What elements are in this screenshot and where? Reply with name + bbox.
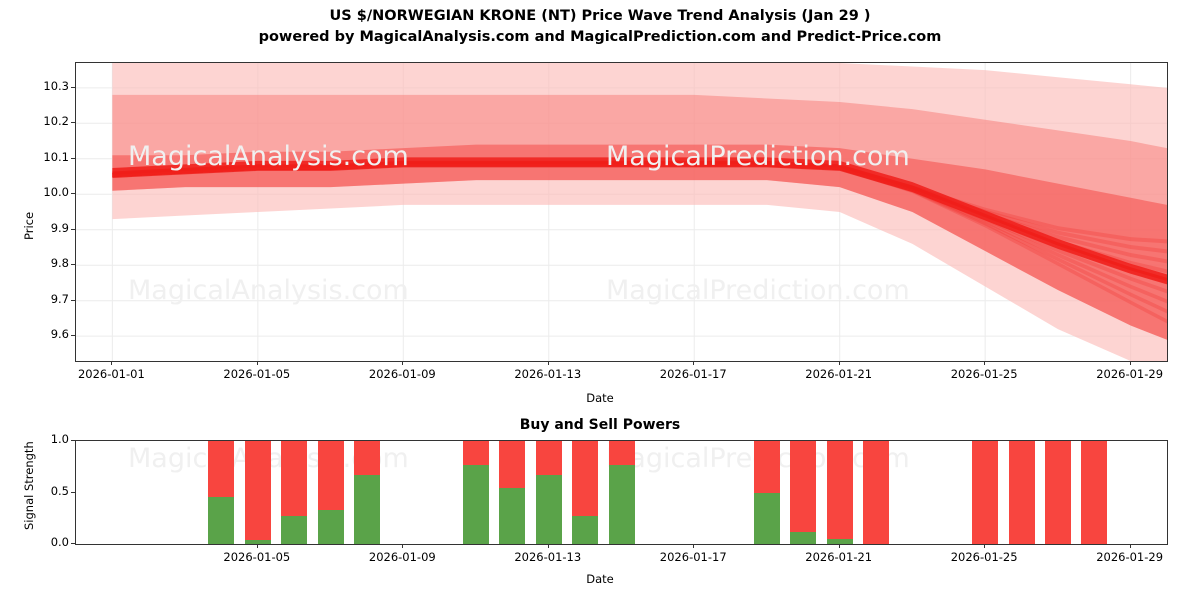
price-ytick-mark xyxy=(71,335,75,337)
price-ytick-mark xyxy=(71,299,75,301)
signal-ytick-mark xyxy=(71,491,75,493)
sell-power-bar xyxy=(499,441,526,489)
signal-x-axis-label: Date xyxy=(586,572,614,586)
price-xtick-mark xyxy=(1129,361,1131,365)
price-xtick-mark xyxy=(838,361,840,365)
buy-power-bar xyxy=(281,516,308,544)
sell-power-bar xyxy=(826,441,853,539)
price-wave-trend-chart: MagicalAnalysis.com MagicalPrediction.co… xyxy=(75,62,1168,362)
price-xtick-mark xyxy=(402,361,404,365)
signal-xtick-label: 2026-01-29 xyxy=(1096,550,1164,564)
sell-power-bar xyxy=(1008,441,1035,544)
sell-power-bar xyxy=(281,441,308,517)
signal-ytick-label: 0.0 xyxy=(50,535,69,549)
price-xtick-mark xyxy=(256,361,258,365)
buy-power-bar xyxy=(499,488,526,544)
signal-xtick-mark xyxy=(693,544,695,548)
signal-xtick-mark xyxy=(984,544,986,548)
sell-power-bar xyxy=(790,441,817,532)
sell-power-bar xyxy=(972,441,999,544)
signal-ytick-label: 1.0 xyxy=(50,432,69,446)
sell-power-bar xyxy=(535,441,562,475)
signal-xtick-label: 2026-01-13 xyxy=(514,550,582,564)
price-xtick-mark xyxy=(693,361,695,365)
signal-xtick-label: 2026-01-21 xyxy=(805,550,873,564)
signal-ytick-mark xyxy=(71,543,75,544)
sell-power-bar xyxy=(353,441,380,475)
signal-ytick-label: 0.5 xyxy=(50,483,69,498)
buy-power-bar xyxy=(572,516,599,544)
sell-power-bar xyxy=(753,441,780,493)
sell-power-bar xyxy=(608,441,635,465)
buy-power-bar xyxy=(353,475,380,544)
buy-power-bar xyxy=(317,510,344,544)
price-xtick-label: 2026-01-01 xyxy=(77,367,145,381)
price-y-axis-label: Price xyxy=(22,211,36,240)
buy-power-bar xyxy=(244,539,271,544)
price-xtick-mark xyxy=(547,361,549,365)
buy-power-bar xyxy=(790,531,817,544)
price-ytick-mark xyxy=(71,122,75,124)
buy-power-bar xyxy=(463,464,490,544)
page-subtitle: powered by MagicalAnalysis.com and Magic… xyxy=(258,29,942,45)
signal-xtick-mark xyxy=(838,544,840,548)
price-xtick-label: 2026-01-13 xyxy=(514,367,582,381)
price-xtick-label: 2026-01-25 xyxy=(950,367,1018,381)
price-xtick-label: 2026-01-05 xyxy=(223,367,291,381)
signal-xtick-mark xyxy=(547,544,549,548)
bars-layer xyxy=(76,441,1167,544)
buy-power-bar xyxy=(608,464,635,544)
buy-power-bar xyxy=(535,475,562,544)
sell-power-bar xyxy=(572,441,599,517)
signal-y-axis-label: Signal Strength xyxy=(22,441,36,530)
price-ytick-mark xyxy=(71,228,75,230)
price-ytick-label: 10.1 xyxy=(43,149,69,164)
price-x-axis-label: Date xyxy=(586,391,614,405)
price-ytick-label: 10.2 xyxy=(43,114,69,129)
signal-xtick-label: 2026-01-05 xyxy=(223,550,291,564)
price-ytick-label: 9.8 xyxy=(50,256,69,271)
price-plot-area xyxy=(76,63,1167,361)
price-wave-svg xyxy=(76,63,1167,361)
page-title: US $/NORWEGIAN KRONE (NT) Price Wave Tre… xyxy=(329,8,871,24)
price-xtick-label: 2026-01-09 xyxy=(368,367,436,381)
price-xtick-label: 2026-01-29 xyxy=(1096,367,1164,381)
price-xtick-label: 2026-01-21 xyxy=(805,367,873,381)
buy-sell-powers-chart: MagicalAnalysis.com MagicalPrediction.co… xyxy=(75,440,1168,545)
signal-xtick-mark xyxy=(256,544,258,548)
price-xtick-mark xyxy=(984,361,986,365)
sell-power-bar xyxy=(1081,441,1108,544)
price-ytick-label: 9.7 xyxy=(50,291,69,306)
buy-power-bar xyxy=(753,492,780,544)
sell-power-bar xyxy=(1044,441,1071,544)
price-ytick-mark xyxy=(71,157,75,159)
signal-xtick-label: 2026-01-09 xyxy=(368,550,436,564)
sell-power-bar xyxy=(317,441,344,511)
price-ytick-label: 9.6 xyxy=(50,327,69,342)
signal-xtick-mark xyxy=(1129,544,1131,548)
price-ytick-mark xyxy=(71,86,75,88)
price-ytick-mark xyxy=(71,264,75,266)
signal-ytick-mark xyxy=(71,440,75,441)
signal-xtick-mark xyxy=(402,544,404,548)
price-ytick-label: 9.9 xyxy=(50,220,69,235)
price-ytick-mark xyxy=(71,193,75,195)
signal-xtick-label: 2026-01-17 xyxy=(659,550,727,564)
sell-power-bar xyxy=(244,441,271,540)
sell-power-bar xyxy=(463,441,490,465)
signal-xtick-label: 2026-01-25 xyxy=(950,550,1018,564)
sell-power-bar xyxy=(863,441,890,544)
price-ytick-label: 10.3 xyxy=(43,78,69,93)
price-ytick-label: 10.0 xyxy=(43,185,69,200)
sell-power-bar xyxy=(208,441,235,497)
buy-sell-title: Buy and Sell Powers xyxy=(519,417,681,433)
chart-title-block: US $/NORWEGIAN KRONE (NT) Price Wave Tre… xyxy=(0,6,1200,48)
buy-power-bar xyxy=(826,538,853,544)
buy-power-bar xyxy=(208,496,235,544)
price-xtick-mark xyxy=(111,361,113,365)
price-xtick-label: 2026-01-17 xyxy=(659,367,727,381)
